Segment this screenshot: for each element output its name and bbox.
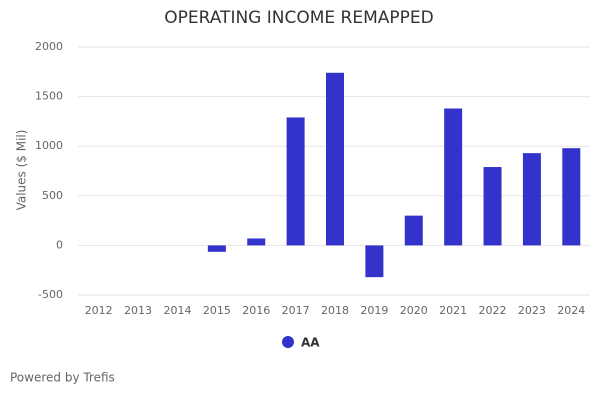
y-tick-label: 1000 — [35, 139, 63, 152]
bar — [207, 245, 226, 252]
x-tick-label: 2017 — [282, 304, 310, 317]
y-tick-label: 0 — [56, 238, 63, 251]
bar — [562, 148, 581, 246]
y-tick-label: 2000 — [35, 40, 63, 53]
bar — [326, 72, 344, 246]
bar — [247, 238, 266, 246]
x-tick-label: 2022 — [479, 304, 507, 317]
x-tick-label: 2019 — [360, 304, 388, 317]
y-tick-label: 500 — [42, 189, 63, 202]
y-tick-label: -500 — [38, 288, 63, 301]
x-tick-label: 2021 — [439, 304, 467, 317]
bar — [522, 153, 541, 246]
x-tick-label: 2013 — [124, 304, 152, 317]
bar — [365, 245, 384, 278]
bar — [444, 108, 463, 246]
x-tick-label: 2016 — [242, 304, 270, 317]
legend-label: AA — [301, 336, 320, 350]
x-tick-label: 2012 — [85, 304, 113, 317]
footer: Powered by Trefis — [10, 371, 115, 385]
legend-marker — [282, 336, 294, 348]
x-tick-label: 2014 — [163, 304, 191, 317]
x-tick-label: 2020 — [400, 304, 428, 317]
x-tick-label: 2015 — [203, 304, 231, 317]
y-tick-label: 1500 — [35, 90, 63, 103]
bar — [483, 167, 502, 246]
y-axis-label: Values ($ Mil) — [15, 130, 29, 211]
bar — [286, 117, 305, 246]
x-tick-label: 2024 — [557, 304, 585, 317]
x-tick-label: 2023 — [518, 304, 546, 317]
chart-title: OPERATING INCOME REMAPPED — [164, 8, 433, 28]
x-tick-label: 2018 — [321, 304, 349, 317]
bar — [404, 215, 423, 246]
